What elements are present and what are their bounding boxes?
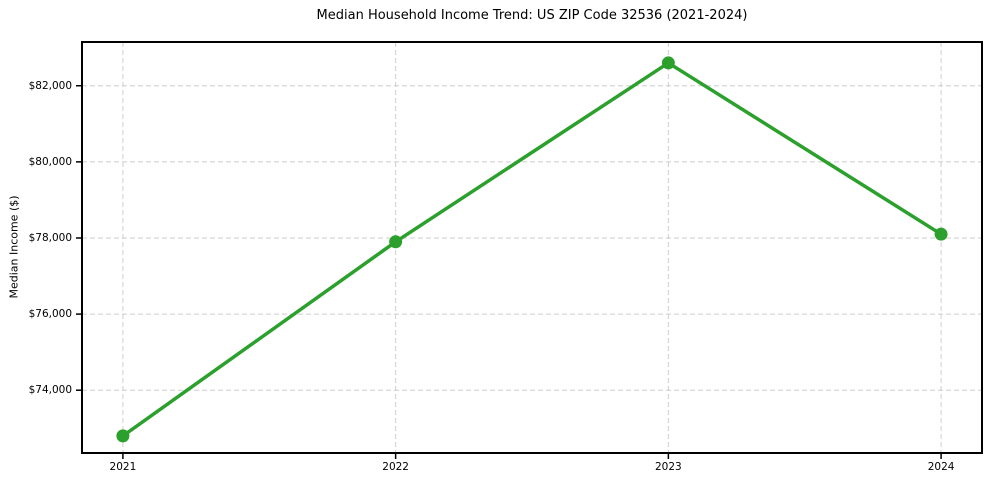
y-tick-label: $78,000	[28, 231, 72, 244]
x-tick-label: 2021	[109, 461, 137, 473]
y-tick-label: $74,000	[28, 384, 72, 397]
y-axis-label: Median Income ($)	[7, 195, 21, 299]
y-tick-label: $82,000	[28, 79, 72, 92]
data-point	[389, 235, 403, 249]
x-tick-label: 2024	[927, 461, 955, 473]
y-tick-label: $76,000	[28, 308, 72, 321]
x-tick-label: 2022	[382, 461, 409, 473]
data-point	[661, 56, 675, 70]
y-tick-label: $80,000	[28, 155, 72, 168]
trend-line	[121, 61, 943, 438]
data-point	[116, 429, 130, 443]
line-chart-canvas	[76, 41, 983, 459]
data-point	[934, 227, 948, 241]
plot-area	[76, 41, 983, 459]
chart-title: Median Household Income Trend: US ZIP Co…	[316, 8, 748, 23]
plot-border	[81, 41, 983, 454]
x-tick-label: 2023	[654, 461, 682, 473]
